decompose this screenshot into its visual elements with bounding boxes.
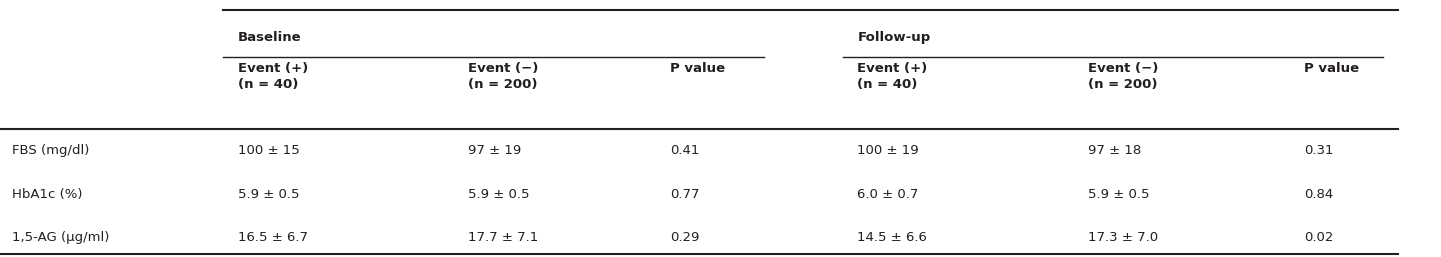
Text: P value: P value [670,62,725,75]
Text: Baseline: Baseline [238,31,301,44]
Text: 5.9 ± 0.5: 5.9 ± 0.5 [468,188,530,201]
Text: FBS (mg/dl): FBS (mg/dl) [12,144,89,157]
Text: 16.5 ± 6.7: 16.5 ± 6.7 [238,231,308,244]
Text: 1,5-AG (μg/ml): 1,5-AG (μg/ml) [12,231,110,244]
Text: 97 ± 19: 97 ± 19 [468,144,522,157]
Text: 0.77: 0.77 [670,188,699,201]
Text: 0.41: 0.41 [670,144,699,157]
Text: 100 ± 15: 100 ± 15 [238,144,300,157]
Text: 17.3 ± 7.0: 17.3 ± 7.0 [1088,231,1159,244]
Text: Follow-up: Follow-up [857,31,931,44]
Text: 5.9 ± 0.5: 5.9 ± 0.5 [1088,188,1150,201]
Text: Event (+)
(n = 40): Event (+) (n = 40) [238,62,308,91]
Text: 14.5 ± 6.6: 14.5 ± 6.6 [857,231,927,244]
Text: Event (+)
(n = 40): Event (+) (n = 40) [857,62,928,91]
Text: P value: P value [1304,62,1359,75]
Text: 0.84: 0.84 [1304,188,1333,201]
Text: 6.0 ± 0.7: 6.0 ± 0.7 [857,188,919,201]
Text: 0.29: 0.29 [670,231,699,244]
Text: Event (−)
(n = 200): Event (−) (n = 200) [468,62,539,91]
Text: 97 ± 18: 97 ± 18 [1088,144,1141,157]
Text: 0.02: 0.02 [1304,231,1333,244]
Text: 5.9 ± 0.5: 5.9 ± 0.5 [238,188,300,201]
Text: 17.7 ± 7.1: 17.7 ± 7.1 [468,231,539,244]
Text: 0.31: 0.31 [1304,144,1333,157]
Text: Event (−)
(n = 200): Event (−) (n = 200) [1088,62,1159,91]
Text: 100 ± 19: 100 ± 19 [857,144,919,157]
Text: HbA1c (%): HbA1c (%) [12,188,82,201]
